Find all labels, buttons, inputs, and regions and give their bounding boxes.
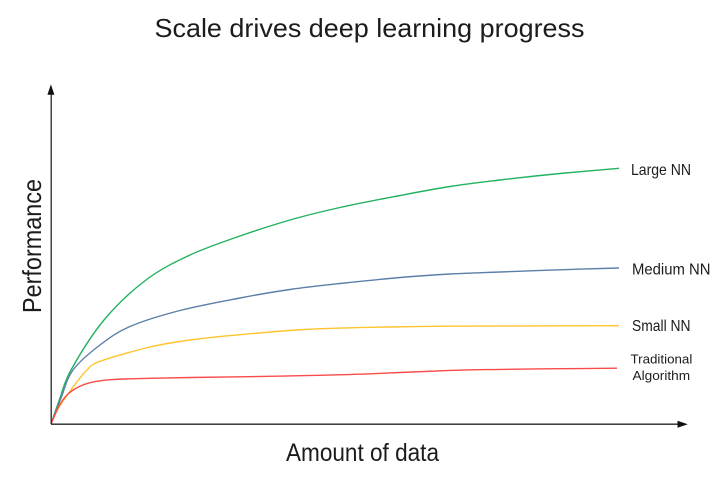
svg-text:Large NN: Large NN — [631, 162, 691, 179]
svg-text:Small NN: Small NN — [632, 318, 691, 335]
svg-text:Amount of data: Amount of data — [286, 439, 439, 467]
svg-text:Traditional: Traditional — [631, 351, 693, 366]
svg-text:Scale drives deep learning pro: Scale drives deep learning progress — [155, 13, 585, 43]
svg-text:Performance: Performance — [17, 179, 47, 313]
svg-text:Algorithm: Algorithm — [633, 368, 691, 383]
svg-text:Medium NN: Medium NN — [632, 261, 711, 278]
